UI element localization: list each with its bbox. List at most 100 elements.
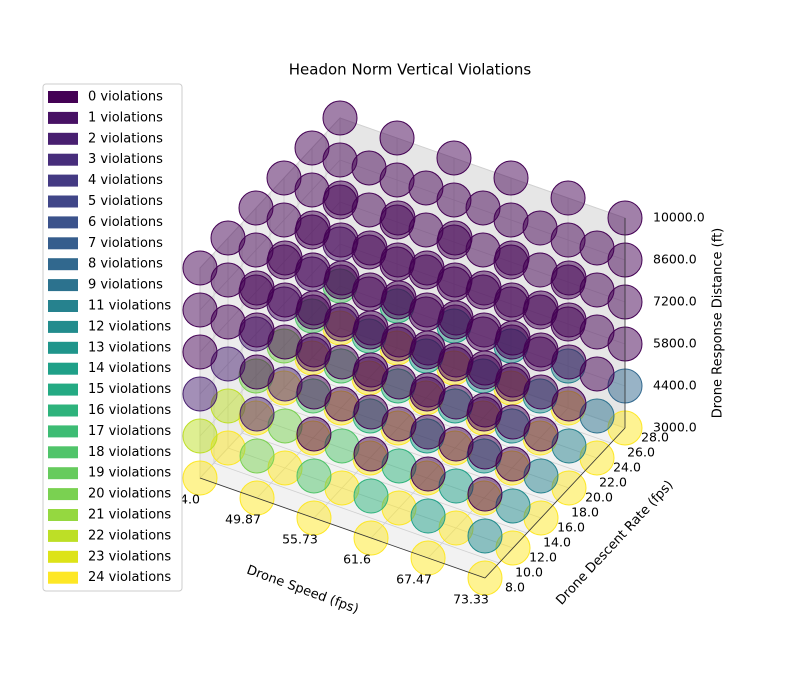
z-tick-label: 7200.0	[653, 294, 697, 309]
legend-label: 1 violations	[88, 110, 163, 125]
data-point	[466, 270, 502, 306]
legend-label: 14 violations	[88, 361, 171, 376]
legend-swatch	[48, 320, 78, 333]
legend-label: 12 violations	[88, 319, 171, 334]
legend-swatch	[48, 258, 78, 271]
z-tick-label: 8600.0	[653, 252, 697, 267]
z-axis-label: Drone Response Distance (ft)	[711, 228, 726, 419]
data-point	[410, 414, 446, 450]
data-point	[182, 250, 218, 286]
y-tick-label: 20.0	[585, 490, 613, 505]
data-point	[324, 260, 360, 296]
data-point	[266, 160, 302, 196]
data-point	[239, 270, 275, 306]
legend-swatch	[48, 362, 78, 375]
data-point	[353, 352, 389, 388]
data-point	[467, 518, 503, 554]
data-point	[296, 374, 332, 410]
data-point	[436, 140, 472, 176]
data-point	[550, 180, 586, 216]
z-tick-label: 5800.0	[653, 336, 697, 351]
data-point	[579, 230, 615, 266]
legend-label: 4 violations	[88, 173, 163, 188]
legend-swatch	[48, 488, 78, 501]
chart-title: Headon Norm Vertical Violations	[289, 61, 532, 79]
x-tick-label: 61.6	[343, 552, 371, 567]
data-point	[239, 438, 275, 474]
legend-label: 8 violations	[88, 257, 163, 272]
legend-label: 5 violations	[88, 194, 163, 209]
legend-label: 22 violations	[88, 528, 171, 543]
legend-swatch	[48, 132, 78, 145]
y-tick-label: 24.0	[613, 460, 641, 475]
legend-swatch	[48, 509, 78, 521]
data-point	[410, 372, 446, 408]
data-point	[353, 478, 389, 514]
legend-swatch	[48, 404, 78, 417]
legend-swatch	[48, 341, 78, 354]
y-grid-line	[213, 462, 500, 564]
x-tick-label: 55.73	[282, 531, 318, 546]
data-point	[467, 350, 503, 386]
legend-swatch	[48, 216, 78, 229]
data-point	[296, 458, 332, 494]
y-tick-label: 14.0	[543, 535, 571, 550]
data-point	[353, 310, 389, 346]
legend: 0 violations 1 violations 2 violations 3 vi…	[42, 83, 183, 592]
y-tick-label: 22.0	[599, 475, 627, 490]
data-point	[182, 334, 218, 370]
legend-swatch	[48, 425, 78, 438]
y-tick-label: 26.0	[627, 445, 655, 460]
data-point	[210, 220, 246, 256]
data-point	[467, 434, 503, 470]
data-point	[182, 418, 218, 454]
data-point	[323, 180, 359, 216]
data-point	[523, 290, 559, 326]
y-tick-label: 18.0	[571, 505, 599, 520]
legend-swatch	[48, 111, 78, 124]
data-point	[353, 394, 389, 430]
data-point	[296, 290, 332, 326]
legend-swatch	[48, 279, 78, 292]
z-tick-label: 4400.0	[653, 378, 697, 393]
x-tick-label: 73.33	[453, 592, 489, 607]
legend-label: 20 violations	[88, 487, 171, 502]
data-point	[381, 280, 417, 316]
legend-label: 6 violations	[88, 215, 163, 230]
data-point	[494, 240, 530, 276]
data-point	[239, 396, 275, 432]
data-point	[182, 376, 218, 412]
y-tick-label: 8.0	[505, 580, 525, 595]
data-point	[239, 354, 275, 390]
legend-swatch	[48, 195, 78, 208]
data-point	[322, 100, 358, 136]
y-axis	[484, 427, 626, 579]
legend-label: 15 violations	[88, 382, 171, 397]
data-point	[296, 332, 332, 368]
legend-swatch	[48, 529, 78, 542]
data-point	[238, 190, 274, 226]
data-point	[352, 230, 388, 266]
x-axis-label: Drone Speed (fps)	[244, 563, 360, 617]
y-tick-label: 28.0	[641, 430, 669, 445]
data-point	[353, 436, 389, 472]
legend-swatch	[48, 300, 78, 312]
legend-swatch	[48, 237, 78, 250]
data-point	[267, 240, 303, 276]
legend-label: 13 violations	[88, 340, 171, 355]
legend-label: 19 violations	[88, 466, 171, 481]
legend-label: 16 violations	[88, 403, 171, 418]
y-tick-label: 16.0	[557, 520, 585, 535]
data-point	[379, 120, 415, 156]
legend-label: 17 violations	[88, 424, 171, 439]
x-tick-label: 67.47	[396, 572, 432, 587]
data-point	[409, 250, 445, 286]
legend-swatch	[48, 383, 78, 396]
data-point	[437, 220, 473, 256]
data-point	[410, 456, 446, 492]
data-point	[551, 260, 587, 296]
data-point	[522, 210, 558, 246]
data-point	[294, 130, 330, 166]
data-point	[465, 190, 501, 226]
